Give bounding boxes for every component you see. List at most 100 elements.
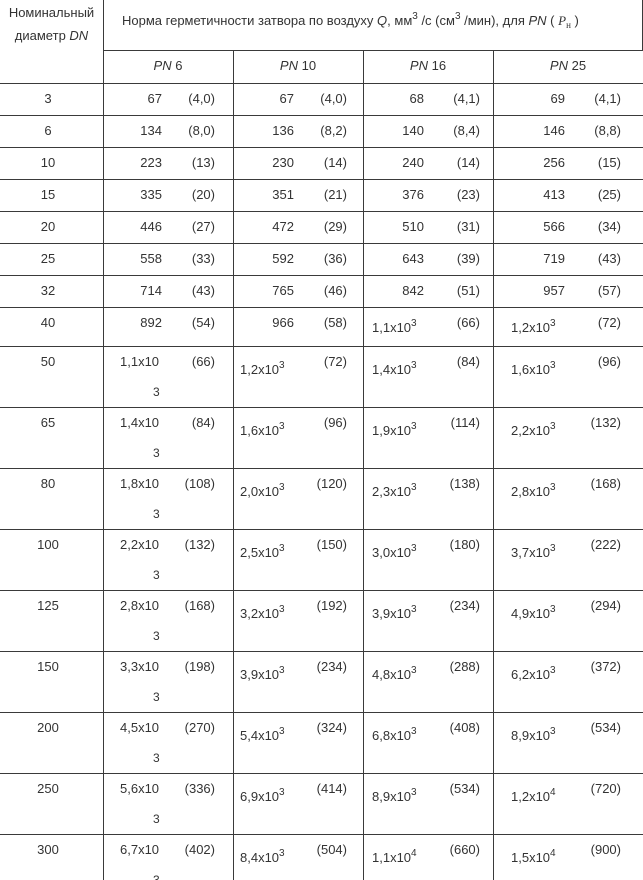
leak-value: 510 — [402, 219, 424, 234]
flow-value: (57) — [597, 283, 621, 298]
flow-value: (288) — [449, 659, 480, 674]
value-cell: 472 (29) — [233, 211, 364, 244]
leak-exponent: 3 — [153, 629, 160, 643]
value-cell: 3,9x103 (234) — [363, 590, 494, 652]
value-cell: 1,6x103 (96) — [233, 407, 364, 469]
dn-cell: 20 — [0, 211, 104, 244]
dn-value: 25 — [40, 251, 56, 266]
flow-value: (51) — [456, 283, 480, 298]
value-cell: 1,4x10 3 (84) — [103, 407, 234, 469]
leak-value: 558 — [140, 251, 162, 266]
leak-value: 240 — [402, 155, 424, 170]
dn-cell: 15 — [0, 179, 104, 212]
leak-value: 2,3x103 — [372, 483, 417, 500]
flow-value: (96) — [597, 354, 621, 369]
leak-value: 719 — [543, 251, 565, 266]
leak-value: 1,2x103 — [240, 361, 285, 378]
value-cell: 335 (20) — [103, 179, 234, 212]
value-cell: 719 (43) — [493, 243, 643, 276]
leak-value: 446 — [140, 219, 162, 234]
flow-value: (84) — [191, 415, 215, 430]
flow-value: (234) — [449, 598, 480, 613]
header-text: /с (см — [417, 13, 455, 28]
dn-cell: 50 — [0, 346, 104, 408]
value-cell: 3,9x103 (234) — [233, 651, 364, 713]
dn-value: 150 — [37, 659, 59, 674]
header-text: Q — [377, 13, 388, 28]
flow-value: (414) — [316, 781, 347, 796]
value-cell: 230 (14) — [233, 147, 364, 180]
column-header-text: PN — [549, 58, 568, 73]
leak-exponent: 4 — [550, 848, 556, 859]
leak-value: 230 — [272, 155, 294, 170]
value-cell: 714 (43) — [103, 275, 234, 308]
leak-mantissa: 2,5x10 — [240, 545, 280, 560]
value-cell: 351 (21) — [233, 179, 364, 212]
column-header-text: PN — [153, 58, 172, 73]
dn-value: 100 — [37, 537, 59, 552]
flow-value: (14) — [456, 155, 480, 170]
flow-value: (720) — [590, 781, 621, 796]
leak-exponent: 3 — [153, 507, 160, 521]
leak-value: 413 — [543, 187, 565, 202]
flow-value: (372) — [590, 659, 621, 674]
leak-exponent: 3 — [411, 787, 417, 798]
flow-value: (504) — [316, 842, 347, 857]
column-header-text: PN — [409, 58, 428, 73]
value-cell: 892 (54) — [103, 307, 234, 347]
leak-exponent: 3 — [279, 482, 285, 493]
flow-value: (15) — [597, 155, 621, 170]
leak-exponent: 3 — [153, 385, 160, 399]
dn-value: 3 — [44, 91, 52, 106]
leak-value: 1,4x103 — [372, 361, 417, 378]
leak-exponent: 3 — [153, 690, 160, 704]
leak-mantissa: 4,9x10 — [511, 606, 551, 621]
leak-value: 1,2x103 — [511, 319, 556, 336]
norm-header: Норма герметичности затвора по воздуху Q… — [122, 12, 579, 30]
dn-value: 20 — [40, 219, 56, 234]
flow-value: (84) — [456, 354, 480, 369]
value-cell: 643 (39) — [363, 243, 494, 276]
leak-value: 69 — [550, 91, 565, 106]
dn-cell: 150 — [0, 651, 104, 713]
value-cell: 4,8x103 (288) — [363, 651, 494, 713]
flow-value: (132) — [590, 415, 621, 430]
leak-exponent: 3 — [550, 421, 556, 432]
value-cell: 2,3x103 (138) — [363, 468, 494, 530]
flow-value: (4,1) — [453, 91, 480, 106]
column-header: PN 6 — [103, 58, 233, 74]
flow-value: (270) — [184, 720, 215, 735]
value-cell: 2,2x103 (132) — [493, 407, 643, 469]
dn-value: 200 — [37, 720, 59, 735]
value-cell: 1,1x104 (660) — [363, 834, 494, 880]
flow-value: (72) — [323, 354, 347, 369]
dn-cell: 40 — [0, 307, 104, 347]
leak-value: 3,2x103 — [240, 605, 285, 622]
flow-value: (39) — [456, 251, 480, 266]
leak-value: 472 — [272, 219, 294, 234]
flow-value: (198) — [184, 659, 215, 674]
leak-exponent: 3 — [411, 665, 417, 676]
value-cell: 1,5x104 (900) — [493, 834, 643, 880]
value-cell: 957 (57) — [493, 275, 643, 308]
header-text: , мм — [387, 13, 413, 28]
leak-exponent: 4 — [550, 787, 556, 798]
header-text: н — [566, 20, 571, 30]
leak-mantissa: 6,2x10 — [511, 667, 551, 682]
leak-mantissa: 4,8x10 — [372, 667, 412, 682]
dn-cell: 300 — [0, 834, 104, 880]
leak-value: 2,8x103 — [511, 483, 556, 500]
header-text: Норма герметичности затвора по воздуху — [122, 13, 378, 28]
leak-mantissa: 1,5x10 — [511, 850, 551, 865]
leak-value: 592 — [272, 251, 294, 266]
leak-mantissa: 1,2x10 — [511, 789, 551, 804]
leak-value: 2,8x10 — [120, 598, 160, 613]
leak-mantissa: 6,9x10 — [240, 789, 280, 804]
leak-mantissa: 1,1x10 — [372, 320, 412, 335]
flow-value: (660) — [449, 842, 480, 857]
leak-exponent: 3 — [550, 726, 556, 737]
value-cell: 1,1x103 (66) — [363, 307, 494, 347]
flow-value: (8,0) — [188, 123, 215, 138]
leak-mantissa: 8,4x10 — [240, 850, 280, 865]
value-cell: 4,5x10 3 (270) — [103, 712, 234, 774]
